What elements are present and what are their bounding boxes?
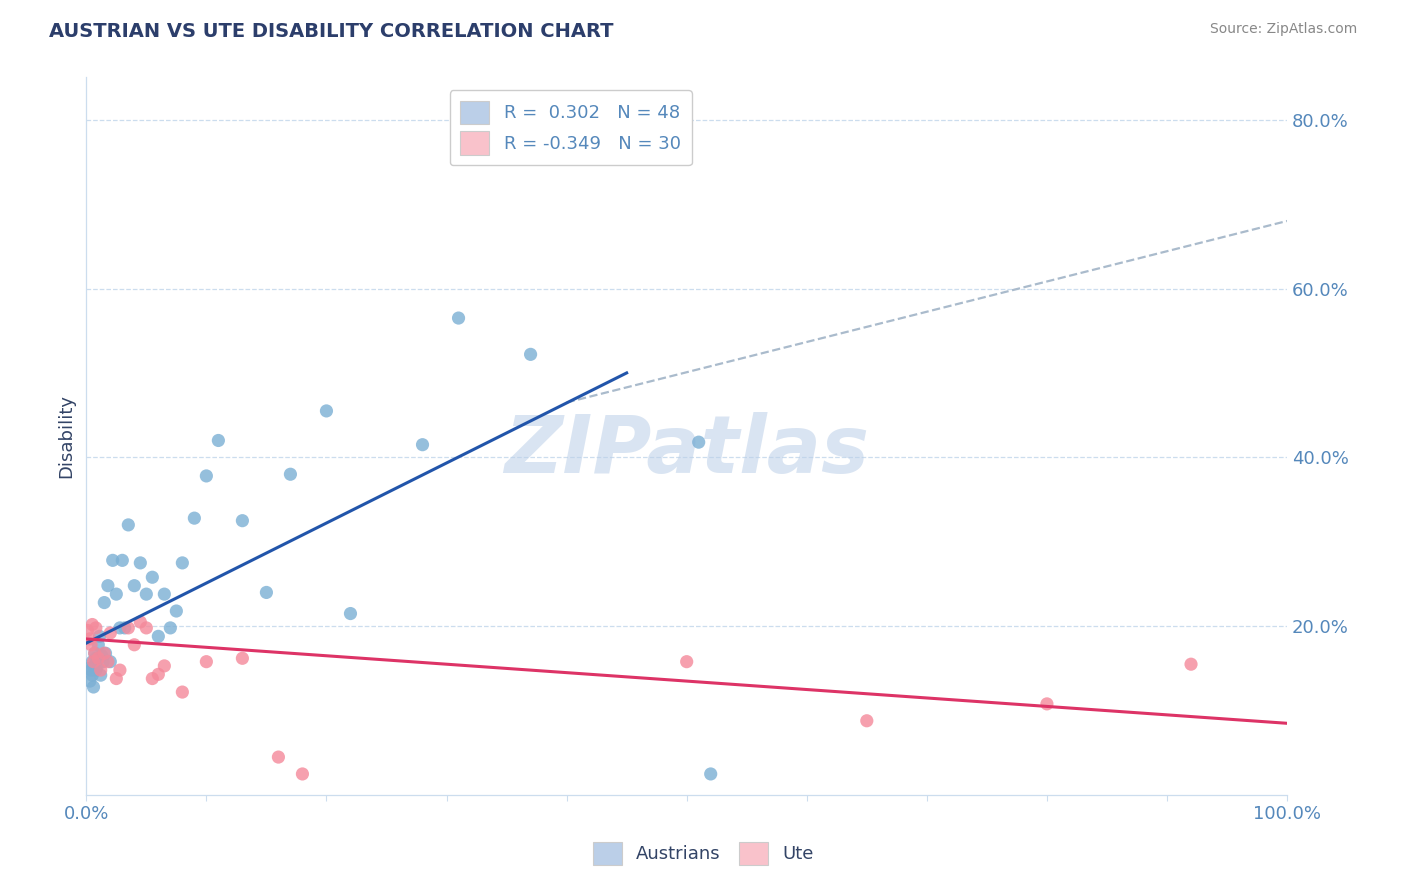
Legend: R =  0.302   N = 48, R = -0.349   N = 30: R = 0.302 N = 48, R = -0.349 N = 30 — [450, 90, 692, 165]
Y-axis label: Disability: Disability — [58, 394, 75, 478]
Point — [129, 556, 152, 570]
Point — [135, 587, 157, 601]
Point — [79, 632, 101, 646]
Point — [254, 585, 277, 599]
Point — [90, 668, 112, 682]
Point — [688, 435, 710, 450]
Point — [141, 570, 163, 584]
Point — [124, 638, 146, 652]
Point — [172, 685, 194, 699]
Point — [84, 651, 107, 665]
Point — [117, 621, 139, 635]
Point — [231, 514, 253, 528]
Point — [98, 626, 121, 640]
Point — [79, 674, 101, 689]
Point — [207, 434, 229, 448]
Point — [101, 553, 124, 567]
Point — [165, 604, 187, 618]
Point — [105, 672, 128, 686]
Point — [267, 750, 290, 764]
Point — [1036, 697, 1059, 711]
Point — [82, 680, 104, 694]
Point — [93, 596, 115, 610]
Point — [91, 655, 114, 669]
Legend: Austrians, Ute: Austrians, Ute — [585, 835, 821, 872]
Point — [159, 621, 181, 635]
Point — [183, 511, 205, 525]
Point — [90, 663, 112, 677]
Point — [141, 672, 163, 686]
Point — [172, 556, 194, 570]
Point — [519, 347, 541, 361]
Point — [124, 579, 146, 593]
Point — [105, 587, 128, 601]
Point — [77, 661, 100, 675]
Point — [82, 655, 104, 669]
Point — [76, 624, 98, 638]
Point — [97, 655, 120, 669]
Point — [291, 767, 314, 781]
Point — [89, 629, 111, 643]
Point — [111, 553, 134, 567]
Point — [148, 667, 170, 681]
Point — [129, 615, 152, 629]
Point — [447, 311, 470, 326]
Point — [108, 663, 131, 677]
Point — [94, 646, 117, 660]
Point — [80, 663, 103, 677]
Point — [97, 579, 120, 593]
Point — [80, 638, 103, 652]
Point — [83, 646, 105, 660]
Point — [82, 617, 104, 632]
Text: ZIPatlas: ZIPatlas — [505, 411, 869, 490]
Point — [87, 638, 110, 652]
Point — [82, 659, 104, 673]
Point — [195, 655, 218, 669]
Point — [675, 655, 697, 669]
Point — [93, 646, 115, 660]
Point — [1180, 657, 1202, 672]
Point — [153, 587, 176, 601]
Text: AUSTRIAN VS UTE DISABILITY CORRELATION CHART: AUSTRIAN VS UTE DISABILITY CORRELATION C… — [49, 22, 613, 41]
Point — [84, 663, 107, 677]
Point — [135, 621, 157, 635]
Point — [108, 621, 131, 635]
Point — [339, 607, 361, 621]
Point — [90, 648, 112, 663]
Point — [82, 655, 104, 669]
Point — [84, 621, 107, 635]
Point — [117, 517, 139, 532]
Point — [148, 629, 170, 643]
Point — [86, 659, 108, 673]
Point — [699, 767, 721, 781]
Point — [195, 469, 218, 483]
Point — [153, 659, 176, 673]
Point — [412, 438, 434, 452]
Point — [82, 668, 104, 682]
Point — [856, 714, 879, 728]
Point — [98, 655, 121, 669]
Point — [231, 651, 253, 665]
Point — [315, 404, 337, 418]
Point — [114, 621, 136, 635]
Point — [83, 646, 105, 660]
Point — [280, 467, 302, 482]
Text: Source: ZipAtlas.com: Source: ZipAtlas.com — [1209, 22, 1357, 37]
Point — [87, 651, 110, 665]
